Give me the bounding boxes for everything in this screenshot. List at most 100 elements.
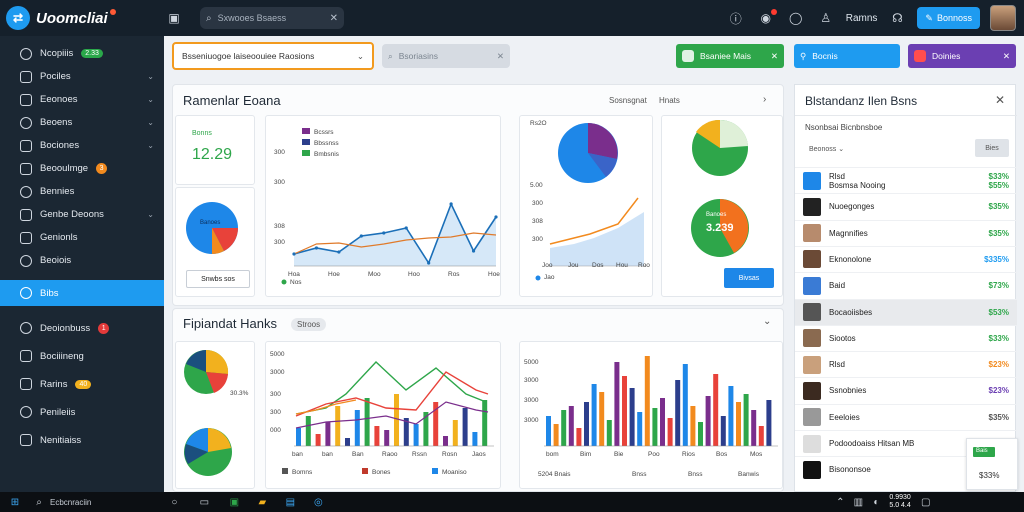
store-icon[interactable]: ▤ <box>285 496 296 508</box>
bar <box>614 362 620 446</box>
close-icon[interactable]: ✕ <box>1002 50 1010 61</box>
filter-dropdown[interactable]: Bsseniuogoe laiseoouiee Raosions ⌄ <box>172 42 374 70</box>
pie-card: Banoes Snwbs sos <box>175 187 255 297</box>
right-panel-title: Blstandanz Ilen Bsns <box>805 94 918 108</box>
folder-icon[interactable]: ▰ <box>258 496 267 508</box>
user-name[interactable]: Ramns <box>845 12 878 24</box>
chevron-down-icon[interactable]: ⌄ <box>147 118 154 127</box>
view-button[interactable]: Bivsas <box>724 268 774 288</box>
calendar-icon[interactable]: ▣ <box>168 11 180 25</box>
list-item[interactable]: Siootos $33% <box>795 324 1017 351</box>
sidebar-item-t1[interactable]: Pociles ⌄ <box>0 65 164 88</box>
close-icon[interactable]: ✕ <box>496 50 504 61</box>
info-icon[interactable]: ⓘ <box>729 11 742 26</box>
chevron-down-icon[interactable]: ⌄ <box>147 72 154 81</box>
sidebar-item-t9[interactable]: Beoiois <box>0 249 164 272</box>
y-tick-label: 5000 <box>270 351 285 358</box>
avatar[interactable] <box>990 5 1016 31</box>
right-panel-filter[interactable]: Beonoss ⌄ <box>809 146 845 153</box>
avatar <box>803 197 821 216</box>
avatar <box>803 171 821 190</box>
x-tick-label: Ban <box>352 451 364 458</box>
sidebar-item-t8[interactable]: Genionls <box>0 226 164 249</box>
list-item[interactable]: Ssnobnies $23% <box>795 377 1017 403</box>
app-icon[interactable]: ▣ <box>229 496 240 508</box>
sidebar-item-label: Bociiineng <box>40 350 84 362</box>
avatar <box>803 250 821 269</box>
sidebar-item-t4[interactable]: Bociones ⌄ <box>0 134 164 157</box>
circle-icon[interactable]: ○ <box>171 496 178 508</box>
notifications-icon[interactable]: ◉ <box>756 8 777 28</box>
list-item[interactable]: Rlsd Bosmsa Nooing $33% $55% <box>795 167 1017 193</box>
clear-search-icon[interactable]: ✕ <box>329 12 338 24</box>
right-panel-filter-button[interactable]: Bies <box>975 139 1009 157</box>
sidebar-item-b3[interactable]: Penileiis <box>0 398 164 426</box>
network-icon[interactable]: ▥ <box>853 496 864 508</box>
list-item[interactable]: Nuoegonges $35% <box>795 193 1017 219</box>
sidebar-item-t5[interactable]: Beooulmge 3 <box>0 157 164 180</box>
sidebar-item-t0[interactable]: Ncopiiis 2.33 <box>0 42 164 65</box>
filter-search[interactable]: ⌕ Bsoriasins ✕ <box>382 44 510 68</box>
sidebar-item-b0[interactable]: Deoionbuss 1 <box>0 314 164 342</box>
status-badge[interactable]: Stroos <box>291 318 327 331</box>
sidebar-item-b1[interactable]: Bociiineng <box>0 342 164 370</box>
chevron-up-icon[interactable]: ⌃ <box>836 496 845 508</box>
list-item[interactable]: Bocaoiisbes $53% <box>795 298 1017 325</box>
close-icon[interactable]: ✕ <box>770 50 778 61</box>
chevron-down-icon[interactable]: ⌄ <box>147 141 154 150</box>
list-item[interactable]: Magnnifies $35% <box>795 219 1017 246</box>
list-item[interactable]: Baid $73% <box>795 272 1017 298</box>
volume-icon[interactable]: ◐ <box>873 496 880 508</box>
list-item[interactable]: Eeeloies $35% <box>795 403 1017 430</box>
filter-search-input[interactable]: Bsoriasins <box>398 51 438 61</box>
data-point <box>292 252 296 256</box>
panel-meta-value[interactable]: Hnats <box>659 96 680 105</box>
chevron-right-icon[interactable]: › <box>763 94 767 105</box>
sidebar-item-t7[interactable]: Genbe Deoons ⌄ <box>0 203 164 226</box>
mini-popup[interactable]: Bais $33% <box>966 438 1018 490</box>
primary-action-button[interactable]: ✎ Bonnoss <box>917 7 980 29</box>
list-item[interactable]: Podoodoaiss Hitsan MB <box>795 430 1017 456</box>
sidebar-item-b2[interactable]: Rarins 40 <box>0 370 164 398</box>
kpi-value: 12.29 <box>192 146 233 163</box>
details-button[interactable]: Snwbs sos <box>186 270 250 288</box>
list-item[interactable]: Eknonolone $335% <box>795 245 1017 272</box>
chevron-down-icon[interactable]: ⌄ <box>763 316 772 327</box>
notifications-icon[interactable]: ▢ <box>921 496 931 508</box>
sidebar-item-b4[interactable]: Nenitiaiss <box>0 426 164 454</box>
clock[interactable]: 0.9930 5.0 4.4 <box>889 494 911 509</box>
close-icon[interactable]: ✕ <box>994 93 1005 107</box>
line-chart-card: 300 300 308 300 Hoa Hoe Moo Hoo Ros Hoe Bcssrs Bbss… <box>265 115 501 297</box>
brand[interactable]: ⇄ Uoomcliai <box>0 0 164 36</box>
list-item[interactable]: Rlsd $23% <box>795 351 1017 377</box>
sidebar-active-icon <box>20 287 32 299</box>
series-line-orange <box>295 399 357 415</box>
sidebar-item-t6[interactable]: Bennies <box>0 180 164 203</box>
task-view-icon[interactable]: ▭ <box>199 496 210 508</box>
sidebar-item-t3[interactable]: Beoens ⌄ <box>0 111 164 134</box>
legend-label: Bmbsnis <box>314 151 340 158</box>
search-input[interactable]: Sxwooes Bsaess <box>217 13 287 23</box>
chevron-down-icon[interactable]: ⌄ <box>147 210 154 219</box>
action-button-purple[interactable]: Doinies ✕ <box>908 44 1016 68</box>
sidebar-item-label: Deoionbuss <box>40 322 91 334</box>
global-search[interactable]: ⌕ Sxwooes Bsaess ✕ <box>200 7 344 29</box>
browser-icon[interactable]: ◎ <box>313 496 323 508</box>
support-icon[interactable]: ☊ <box>892 11 903 25</box>
sidebar-item-t2[interactable]: Eeonoes ⌄ <box>0 88 164 111</box>
action-button-blue[interactable]: ⚲ Bocnis <box>794 44 900 68</box>
bar <box>394 394 399 446</box>
list-item-name: Nuoegonges <box>829 202 875 212</box>
user-icon[interactable]: ♙ <box>820 11 832 25</box>
sidebar-item-icon <box>20 70 32 83</box>
chevron-down-icon[interactable]: ⌄ <box>147 95 154 104</box>
list-item-name: Rlsd Bosmsa Nooing <box>829 171 886 190</box>
action-button-green[interactable]: Bsaniee Mais ✕ <box>676 44 784 68</box>
sidebar-item-active[interactable]: Bibs <box>0 280 164 306</box>
messages-icon[interactable]: ◯ <box>789 11 803 25</box>
taskbar-search-input[interactable]: Ecbcnraciin <box>50 497 92 507</box>
x-tick-label: Rios <box>682 451 696 458</box>
list-item[interactable]: Bisononsoe <box>795 456 1017 482</box>
search-icon[interactable]: ⌕ <box>36 496 42 508</box>
start-icon[interactable]: ⊞ <box>10 496 20 508</box>
